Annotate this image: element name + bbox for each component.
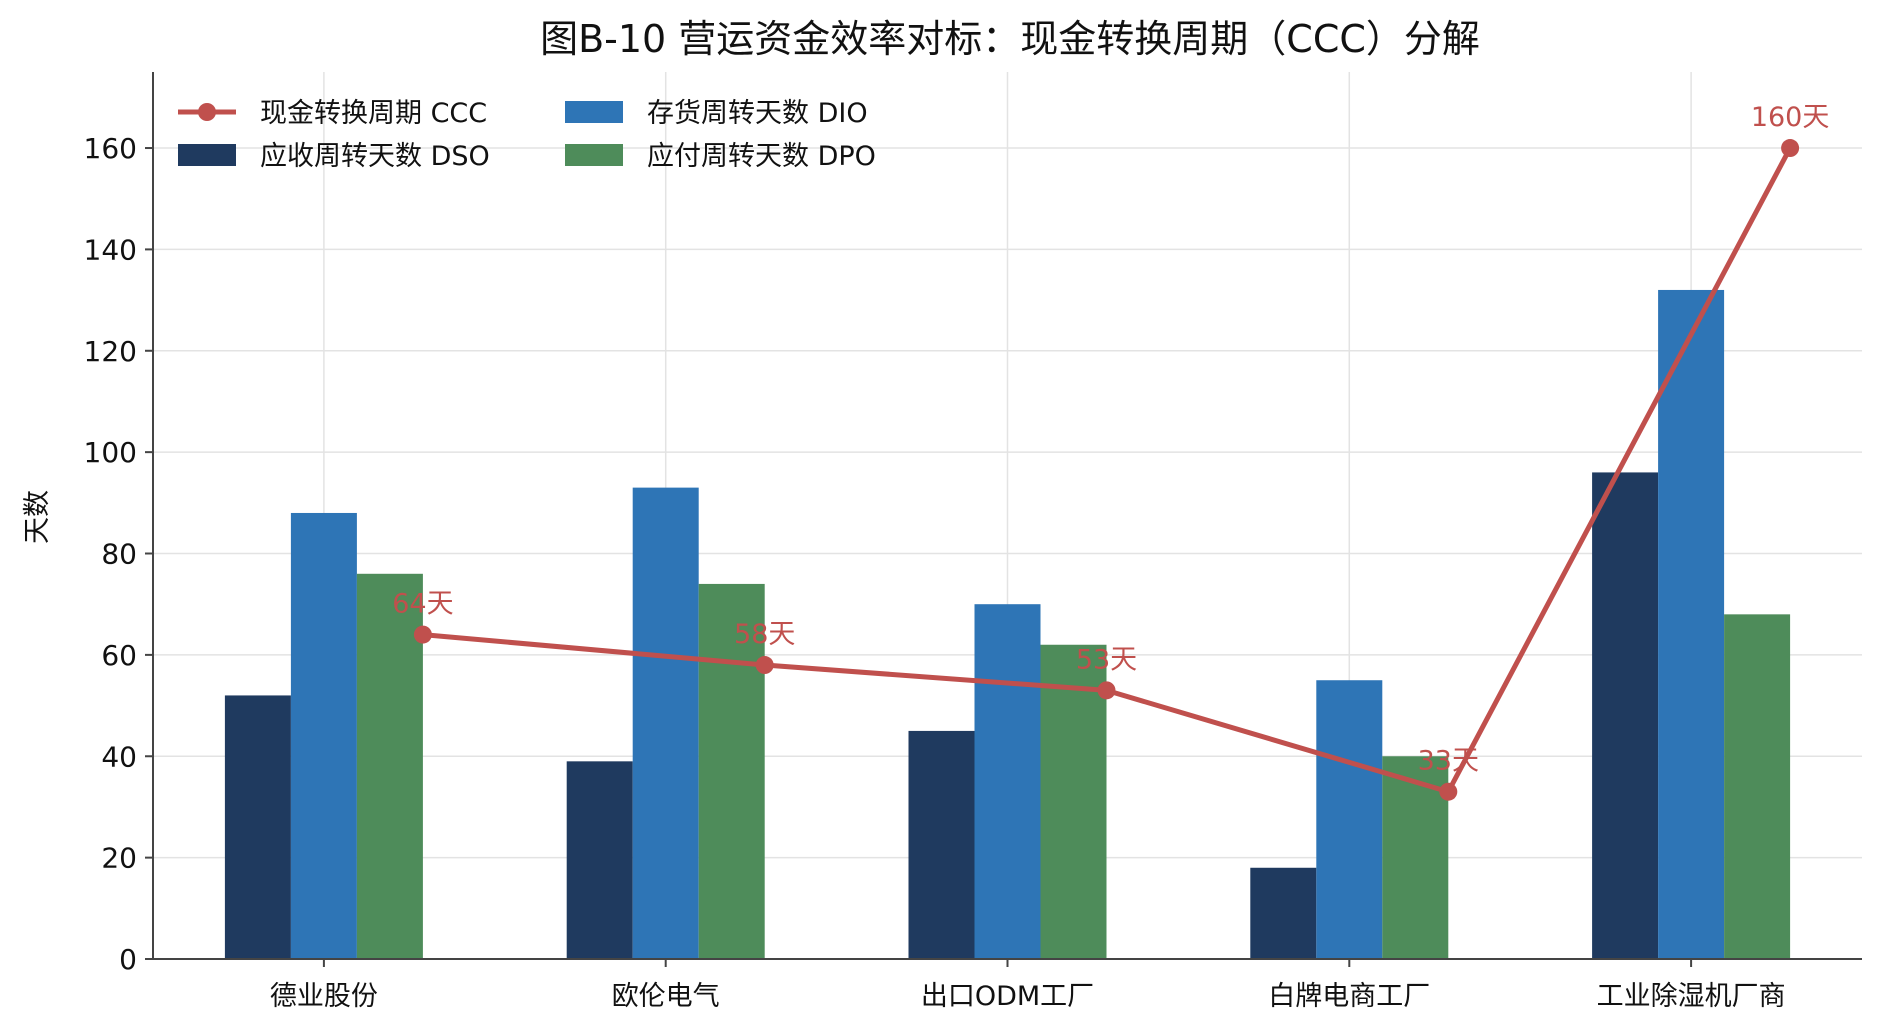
legend-label: 应付周转天数 DPO [647, 141, 876, 172]
legend-swatch-bar [565, 144, 623, 166]
bars-layer [224, 289, 1791, 959]
bar [566, 761, 633, 959]
x-tick-label: 白牌电商工厂 [1268, 981, 1430, 1012]
y-tick-label: 60 [101, 639, 137, 672]
ccc-data-label: 58天 [734, 619, 795, 650]
ccc-point [1439, 782, 1458, 801]
y-tick-label: 160 [84, 132, 137, 165]
legend-swatch-bar [178, 144, 236, 166]
labels-layer: 64天 58天 53天 33天 160天 [392, 102, 1829, 777]
bar [1040, 644, 1107, 959]
bar [1592, 472, 1659, 959]
bar [224, 695, 291, 959]
ccc-data-label: 160天 [1751, 102, 1830, 133]
x-tick-label: 出口ODM工厂 [921, 981, 1094, 1012]
y-tick-label: 120 [84, 335, 137, 368]
ccc-data-label: 64天 [392, 589, 453, 620]
y-tick-label: 0 [119, 943, 137, 976]
y-tick-label: 140 [84, 233, 137, 266]
x-tick-label: 德业股份 [270, 981, 378, 1012]
ccc-point [413, 625, 432, 644]
bar [290, 512, 357, 959]
legend-label: 应收周转天数 DSO [260, 141, 490, 172]
bar [1316, 680, 1383, 959]
y-tick-label: 40 [101, 740, 137, 773]
legend: 现金转换周期 CCC 应收周转天数 DSO 存货周转天数 DIO 应付周转天数 DPO [178, 98, 876, 172]
ccc-data-label: 33天 [1418, 746, 1479, 777]
axes-layer: 0 20 40 60 80 100 120 140 160 德业股份 欧伦电气 出口ODM工厂 白牌电商… [84, 72, 1862, 1012]
ccc-data-label: 53天 [1076, 644, 1137, 675]
y-axis-label: 天数 [22, 490, 53, 544]
y-tick-label: 100 [84, 436, 137, 469]
bar [632, 487, 699, 959]
legend-swatch-bar [565, 101, 623, 123]
ccc-point [1097, 681, 1116, 700]
bar [908, 730, 975, 959]
ccc-point [1781, 139, 1800, 158]
ccc-point [755, 656, 774, 675]
y-tick-label: 80 [101, 538, 137, 571]
chart-title: 图B-10 营运资金效率对标：现金转换周期（CCC）分解 [540, 17, 1480, 61]
bar [974, 604, 1041, 959]
bar [698, 583, 765, 959]
legend-swatch-marker [198, 103, 216, 121]
x-tick-label: 工业除湿机厂商 [1597, 981, 1786, 1012]
bar [1724, 614, 1791, 959]
line-layer [413, 139, 1800, 801]
y-tick-label: 20 [101, 842, 137, 875]
bar [1658, 289, 1725, 959]
bar [356, 573, 423, 959]
legend-label: 现金转换周期 CCC [260, 98, 487, 129]
bar [1250, 867, 1317, 959]
x-tick-label: 欧伦电气 [612, 981, 720, 1012]
legend-label: 存货周转天数 DIO [647, 98, 868, 129]
